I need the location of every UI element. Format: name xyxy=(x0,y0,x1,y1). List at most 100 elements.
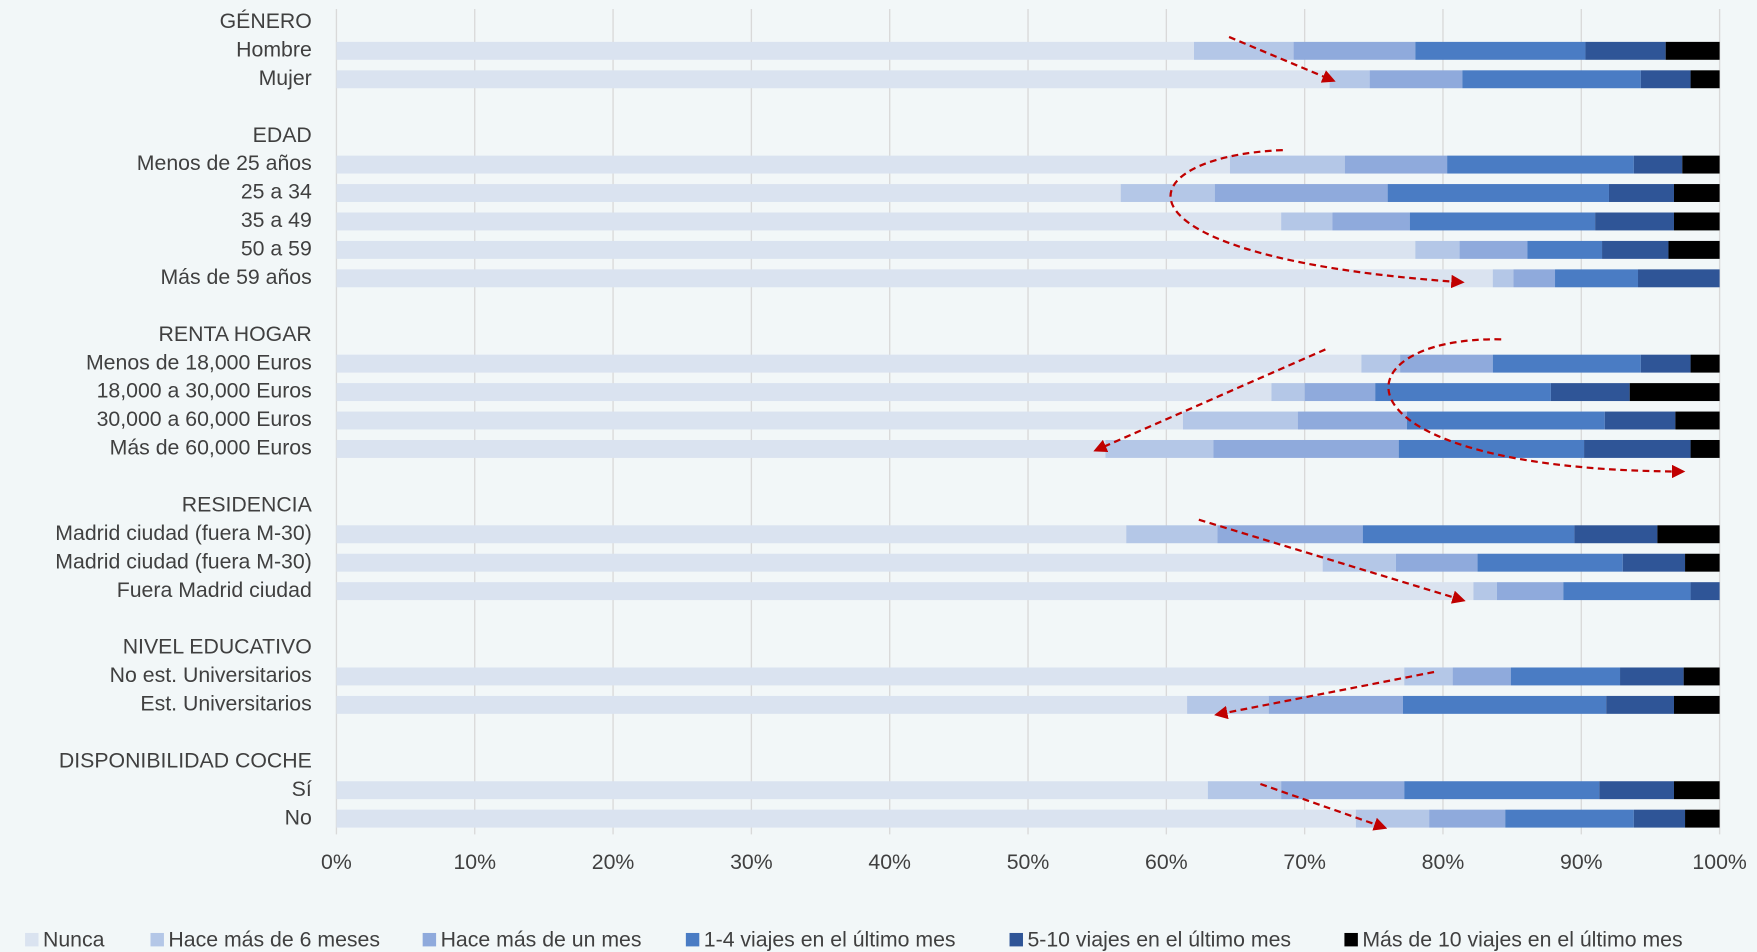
y-tick-label: 30,000 a 60,000 Euros xyxy=(97,407,312,431)
bar-segment xyxy=(1361,354,1401,373)
bar-segment xyxy=(1402,695,1607,714)
bar-segment xyxy=(1400,354,1493,373)
bar-segment xyxy=(1629,383,1720,402)
y-tick-label: Est. Universitarios xyxy=(140,692,311,716)
legend-label: 1-4 viajes en el último mes xyxy=(704,927,956,951)
y-tick-label: No xyxy=(285,805,312,829)
x-tick-label: 70% xyxy=(1283,850,1326,874)
bar-segment xyxy=(1585,41,1666,60)
bar-segment xyxy=(1665,41,1720,60)
bar-segment xyxy=(1398,439,1585,458)
bar-segment xyxy=(1563,582,1691,601)
bar-segment xyxy=(1477,553,1623,572)
bar-segment xyxy=(1281,781,1405,800)
y-tick-label: Menos de 18,000 Euros xyxy=(86,350,312,374)
bar-segment xyxy=(336,667,1405,686)
bar-segment xyxy=(1473,582,1497,601)
bar-segment xyxy=(1375,383,1551,402)
bar-segment xyxy=(1213,439,1399,458)
bar-segment xyxy=(1685,809,1720,828)
y-tick-label: 18,000 a 30,000 Euros xyxy=(97,379,312,403)
bar-segment xyxy=(336,240,1416,259)
bar-segment xyxy=(1355,809,1430,828)
bar-segment xyxy=(1194,41,1294,60)
x-tick-label: 100% xyxy=(1692,850,1746,874)
x-tick-label: 50% xyxy=(1007,850,1050,874)
bar-segment xyxy=(1496,582,1564,601)
x-tick-label: 30% xyxy=(730,850,773,874)
arrow xyxy=(1228,35,1336,83)
bar-segment xyxy=(1409,212,1596,231)
x-tick-label: 10% xyxy=(453,850,496,874)
bar-segment xyxy=(1492,354,1641,373)
bar-segment xyxy=(1207,781,1282,800)
y-tick-label: 25 a 34 xyxy=(241,180,312,204)
bar-segment xyxy=(1362,525,1575,544)
bar-segment xyxy=(1595,212,1674,231)
legend-swatch xyxy=(25,932,39,947)
bar-segment xyxy=(1332,212,1410,231)
bar-segment xyxy=(1690,582,1720,601)
y-tick-label: GÉNERO xyxy=(220,8,312,33)
arrow xyxy=(1387,338,1686,479)
bar-segment xyxy=(336,155,1230,174)
legend-label: Nunca xyxy=(43,927,105,951)
y-tick-label: DISPONIBILIDAD COCHE xyxy=(59,748,312,772)
bar-segment xyxy=(1214,184,1388,202)
bar-segment xyxy=(1462,70,1641,89)
x-tick-label: 80% xyxy=(1422,850,1465,874)
legend-swatch xyxy=(1009,932,1023,947)
bar-segment xyxy=(336,354,1362,373)
x-tick-label: 40% xyxy=(868,850,911,874)
y-tick-label: 50 a 59 xyxy=(241,237,312,261)
bar-segment xyxy=(1602,240,1669,259)
labels: 0% 10% 20% 30% 40% 50% 60% 70% 80% 90% 100% GÉNERO H… xyxy=(55,8,1747,874)
bar-segment xyxy=(1599,781,1674,800)
bar-segment xyxy=(1673,695,1720,714)
bar-segment xyxy=(1638,269,1720,288)
bar-segment xyxy=(1281,212,1333,231)
bar-segment xyxy=(1668,240,1720,259)
bar-segment xyxy=(1673,184,1720,202)
legend-swatch xyxy=(685,932,700,947)
arrow xyxy=(1169,148,1465,289)
bar-segment xyxy=(1105,439,1214,458)
bar-segment xyxy=(1527,240,1603,259)
bar-segment xyxy=(1268,695,1403,714)
bar-segment xyxy=(336,212,1282,231)
bar-segment xyxy=(1120,184,1215,202)
y-tick-label: Sí xyxy=(292,777,312,801)
bar-segment xyxy=(1584,439,1691,458)
bar-segment xyxy=(1429,809,1506,828)
bar-segment xyxy=(1640,354,1691,373)
bar-segment xyxy=(1322,553,1396,572)
bar-segment xyxy=(1329,70,1370,89)
bar-segment xyxy=(1447,155,1634,174)
x-tick-label: 60% xyxy=(1145,850,1188,874)
y-tick-label: Mujer xyxy=(259,66,312,90)
legend-swatch xyxy=(1344,932,1358,947)
y-tick-label: NIVEL EDUCATIVO xyxy=(123,635,312,659)
bar-segment xyxy=(1271,383,1305,402)
y-tick-label: EDAD xyxy=(253,123,312,147)
bar-segment xyxy=(1297,411,1408,430)
bar-segment xyxy=(1513,269,1556,288)
bar-segment xyxy=(1452,667,1511,686)
bar-segment xyxy=(1415,41,1586,60)
bar-segment xyxy=(1293,41,1416,60)
bar-segment xyxy=(1304,383,1376,402)
bar-segment xyxy=(336,582,1474,601)
bar-segment xyxy=(1620,667,1684,686)
y-tick-label: Fuera Madrid ciudad xyxy=(117,578,312,602)
bar-segment xyxy=(336,809,1356,828)
bar-segment xyxy=(1574,525,1658,544)
bar-segment xyxy=(336,553,1323,572)
bar-segment xyxy=(1640,70,1691,89)
bar-segment xyxy=(336,184,1121,202)
y-tick-label: 35 a 49 xyxy=(241,208,312,232)
bar-segment xyxy=(1510,667,1621,686)
bar-segment xyxy=(1673,781,1720,800)
y-tick-label: Madrid ciudad (fuera M-30) xyxy=(55,521,311,545)
bar-segment xyxy=(1505,809,1634,828)
